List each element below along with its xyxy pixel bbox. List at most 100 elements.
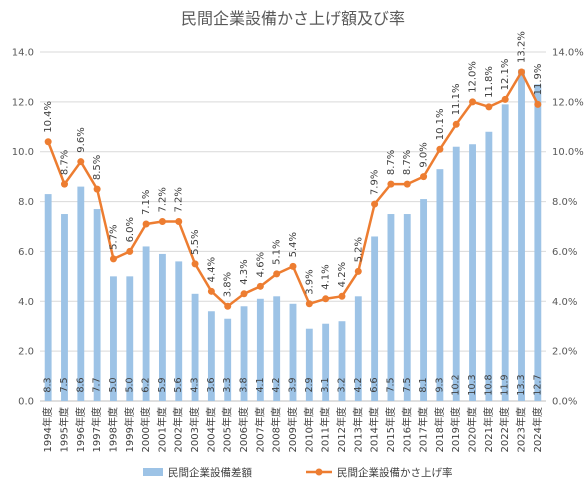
chart-title: 民間企業設備かさ上げ額及び率 <box>181 9 405 28</box>
line-series <box>44 68 542 310</box>
rate-line <box>46 70 539 308</box>
right-axis-tick: 8.0% <box>552 197 577 208</box>
bar-value-label: 7.7 <box>92 377 103 392</box>
rate-point <box>354 267 362 275</box>
rate-value-label: 3.8% <box>223 272 234 297</box>
rate-value-label: 12.1% <box>500 59 511 91</box>
bar-value-label: 3.6 <box>206 377 217 392</box>
rate-point <box>338 292 346 300</box>
rate-value-label: 4.6% <box>255 252 266 277</box>
rate-value-label: 9.6% <box>76 127 87 152</box>
bar <box>322 323 330 401</box>
bar-value-label: 9.3 <box>434 377 445 392</box>
right-axis-tick: 0.0% <box>552 397 577 408</box>
bar-value-label: 8.6 <box>75 377 86 392</box>
bar <box>77 186 85 401</box>
bar-value-label: 4.2 <box>353 377 364 392</box>
rate-point <box>485 103 493 111</box>
x-axis-tick: 2004年度 <box>204 407 217 452</box>
bar-value-label: 10.2 <box>451 374 462 395</box>
bar <box>420 199 428 401</box>
left-axis-ticks: 0.0 2.0 4.0 6.0 8.0 10.0 12.0 14.0 <box>12 48 34 408</box>
x-axis-tick: 2012年度 <box>335 407 348 452</box>
x-axis-tick: 2008年度 <box>270 407 283 452</box>
rate-point <box>534 100 542 108</box>
bar-series <box>44 69 542 402</box>
bar-value-label: 5.6 <box>173 377 184 392</box>
bar-value-label: 5.9 <box>157 377 168 392</box>
x-axis-tick: 2021年度 <box>482 407 495 452</box>
bar-value-label: 13.3 <box>516 374 527 395</box>
x-axis-tick: 2014年度 <box>368 407 381 452</box>
rate-value-label: 5.7% <box>108 225 119 250</box>
rate-point <box>420 173 428 181</box>
bar-value-label: 8.1 <box>418 377 429 392</box>
bar-value-label: 3.2 <box>336 377 347 392</box>
rate-value-label: 8.7% <box>402 150 413 175</box>
rate-point <box>322 295 330 303</box>
bar-value-label: 6.6 <box>369 377 380 392</box>
bar <box>452 146 460 401</box>
x-axis-tick: 2007年度 <box>253 407 266 452</box>
rate-value-label: 4.2% <box>337 262 348 287</box>
rate-value-label: 3.9% <box>304 269 315 294</box>
bar <box>387 214 395 401</box>
x-axis-tick: 1997年度 <box>90 407 103 452</box>
legend: 民間企業設備差額 民間企業設備かさ上げ率 <box>143 466 453 479</box>
bar-value-label: 3.1 <box>320 377 331 392</box>
bar-value-label: 5.0 <box>108 377 119 392</box>
bar <box>289 303 297 401</box>
rate-point <box>436 145 444 153</box>
rate-point <box>371 200 379 208</box>
bar <box>224 318 232 401</box>
bar <box>191 293 199 401</box>
rate-point <box>387 180 395 188</box>
bar-value-label: 10.3 <box>467 374 478 395</box>
bar <box>338 321 346 401</box>
bar-value-label: 7.5 <box>402 377 413 392</box>
bar <box>485 131 493 401</box>
bar <box>436 169 444 401</box>
bar <box>142 246 150 401</box>
right-axis-tick: 6.0% <box>552 247 577 258</box>
rate-value-label: 11.1% <box>451 84 462 116</box>
bar-value-label: 3.3 <box>222 377 233 392</box>
rate-value-label: 7.9% <box>370 170 381 195</box>
bar-value-label: 4.3 <box>190 377 201 392</box>
bar-value-label: 12.7 <box>532 374 543 395</box>
right-axis-tick: 2.0% <box>552 347 577 358</box>
x-axis-tick: 2011年度 <box>319 407 332 452</box>
left-axis-tick: 12.0 <box>12 97 34 108</box>
legend-bar-label: 民間企業設備差額 <box>168 466 252 479</box>
bar <box>126 276 134 401</box>
left-axis-tick: 8.0 <box>18 197 34 208</box>
bar <box>110 276 117 401</box>
bar <box>501 104 509 401</box>
x-axis-tick: 2009年度 <box>286 407 299 452</box>
x-axis-tick: 2001年度 <box>155 407 168 452</box>
x-axis-tick: 2010年度 <box>302 407 315 452</box>
bar-value-label: 3.8 <box>239 377 250 392</box>
x-axis-tick: 2018年度 <box>433 407 446 452</box>
rate-point <box>240 290 248 298</box>
bar-value-label: 3.9 <box>288 377 299 392</box>
rate-point <box>256 282 264 290</box>
rate-value-label: 6.0% <box>125 217 136 242</box>
bar <box>354 296 362 401</box>
right-axis-tick: 4.0% <box>552 297 577 308</box>
rate-point <box>191 260 199 268</box>
left-axis-tick: 10.0 <box>12 147 34 158</box>
x-axis-tick: 2005年度 <box>221 407 234 452</box>
rate-point <box>77 158 85 166</box>
bar <box>207 311 215 401</box>
rate-point <box>224 302 232 310</box>
bar <box>175 261 183 401</box>
left-axis-tick: 6.0 <box>18 247 34 258</box>
bar-value-label: 7.5 <box>385 377 396 392</box>
rate-point <box>158 218 166 226</box>
legend-bar-swatch <box>143 468 163 476</box>
rate-point <box>142 220 150 228</box>
bar <box>93 209 101 401</box>
line-value-labels: 10.4% 8.7% 9.6% 8.5% 5.7% 6.0% 7.1% 7.2% 7.2% 5.5… <box>43 31 544 297</box>
